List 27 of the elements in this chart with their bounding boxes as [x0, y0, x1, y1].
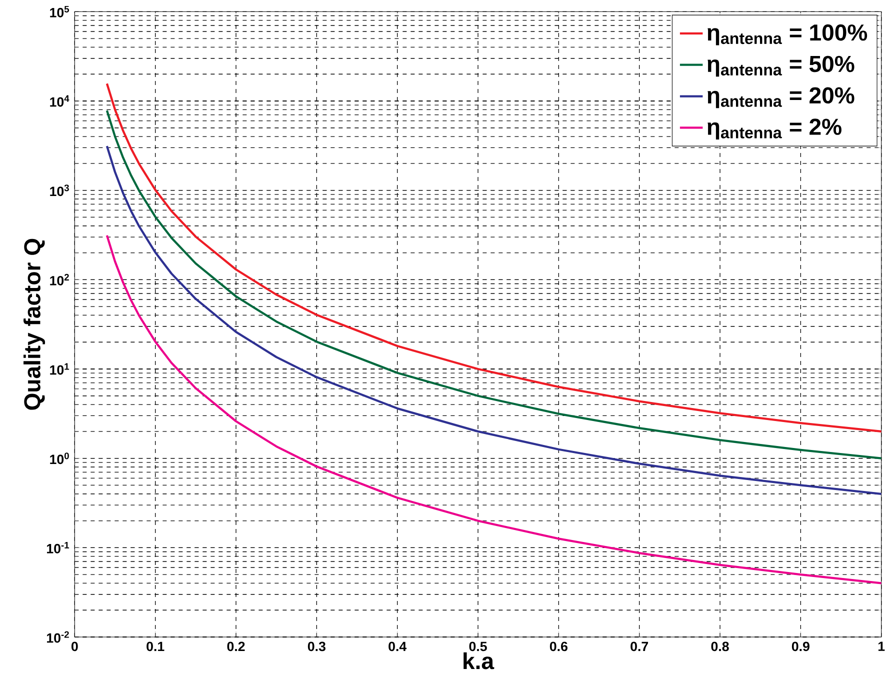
y-tick-label: 10$^{5}$ [50, 6, 70, 18]
y-tick-label: 10$^{-1}$ [46, 542, 70, 554]
y-tick-label: 10$^{-2}$ [46, 631, 69, 643]
x-tick-label: 1 [878, 642, 885, 651]
legend-label: η$_{antenna}$ = 100% [708, 24, 868, 46]
legend-label: η$_{antenna}$ = 2% [708, 118, 842, 140]
legend-label: η$_{antenna}$ = 50% [708, 56, 854, 77]
line-series [106, 234, 882, 584]
y-tick-label: 10$^{1}$ [50, 363, 70, 375]
y-tick-label: 10$^{0}$ [50, 452, 69, 464]
x-tick-label: 0.7 [630, 642, 648, 652]
x-tick-label: 0.9 [792, 642, 810, 652]
x-tick-label: 0 [71, 642, 78, 652]
y-tick-label: 10$^{2}$ [50, 274, 69, 286]
y-axis-title: Quality factor Q [24, 238, 46, 410]
x-tick-label: 0.3 [308, 642, 326, 652]
x-axis-title: k.a [464, 652, 494, 670]
legend-label: η$_{antenna}$ = 20% [708, 87, 854, 108]
y-tick-label: 10$^{3}$ [50, 184, 69, 196]
x-tick-label: 0.5 [469, 642, 487, 652]
x-tick-label: 0.1 [146, 642, 164, 652]
y-tick-label: 10$^{4}$ [50, 95, 70, 107]
x-tick-label: 0.4 [388, 642, 407, 652]
x-tick-label: 0.2 [227, 642, 245, 652]
line-series [106, 144, 882, 495]
x-tick-label: 0.6 [550, 642, 568, 652]
x-tick-label: 0.8 [711, 642, 729, 652]
